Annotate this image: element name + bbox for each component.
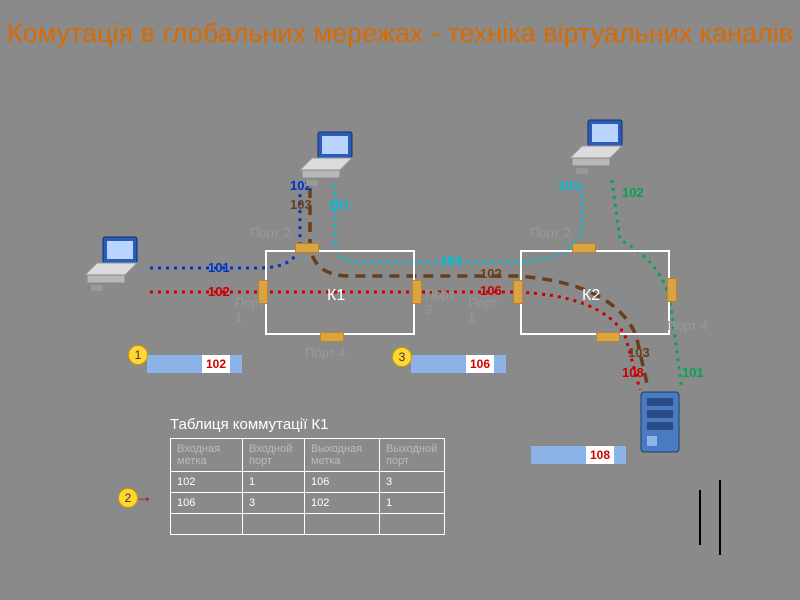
table-title: Таблиця коммутації К1 [170,416,329,433]
label-l108_red_right: 108 [622,365,644,380]
k2-port4 [667,278,677,302]
step-s1: 1 [128,345,148,365]
label-l103_brown_right: 103 [628,345,650,360]
k1-port3 [412,280,422,304]
label-l101_blue_left: 101 [208,260,230,275]
k1-port3-label: Порт 3 [425,287,457,317]
label-l102_red_left: 102 [208,284,230,299]
pc-left [85,235,147,298]
label-l102_brown_mid: 102 [480,266,502,281]
k2-port4-label: Порт 4 [667,318,707,333]
k2-port1-label: Порт 1 [468,295,500,325]
k1-port1-label: Порт 1 [235,295,267,325]
k1-port2 [295,243,319,253]
pc-top2 [570,118,632,181]
commutation-table: Входная меткаВходной портВыходная меткаВ… [170,438,445,535]
arrow-step2: → [135,486,153,507]
packet-p3: 106 [410,354,507,374]
switch-k2: К2 [520,250,670,335]
k2-port-bot [596,332,620,342]
step-s3: 3 [392,347,412,367]
k1-port2-label: Порт 2 [250,225,290,240]
slide-title: Комутація в глобальних мережах - техніка… [0,18,800,49]
label-l101_green_right: 101 [682,365,704,380]
switch-k1-label: К1 [327,287,345,305]
k2-port2 [572,243,596,253]
packet-p1: 102 [146,354,243,374]
packet-p4: 108 [530,445,627,465]
label-l103_cyan_mid: 103 [440,253,462,268]
switch-k2-label: К2 [582,287,600,305]
k2-port2-label: Порт 2 [530,225,570,240]
k1-port4 [320,332,344,342]
switch-k1: К1 [265,250,415,335]
server-icon [635,388,685,461]
label-l102_green_topright: 102 [622,185,644,200]
label-l106_red_mid: 106 [480,283,502,298]
k2-port1 [513,280,523,304]
pc-top1 [300,130,362,193]
k1-port4-label: Порт 4 [305,345,345,360]
label-l103_brown_top: 103 [290,197,312,212]
slide: Комутація в глобальних мережах - техніка… [0,0,800,600]
label-l101_cyan_top: 101 [328,197,350,212]
